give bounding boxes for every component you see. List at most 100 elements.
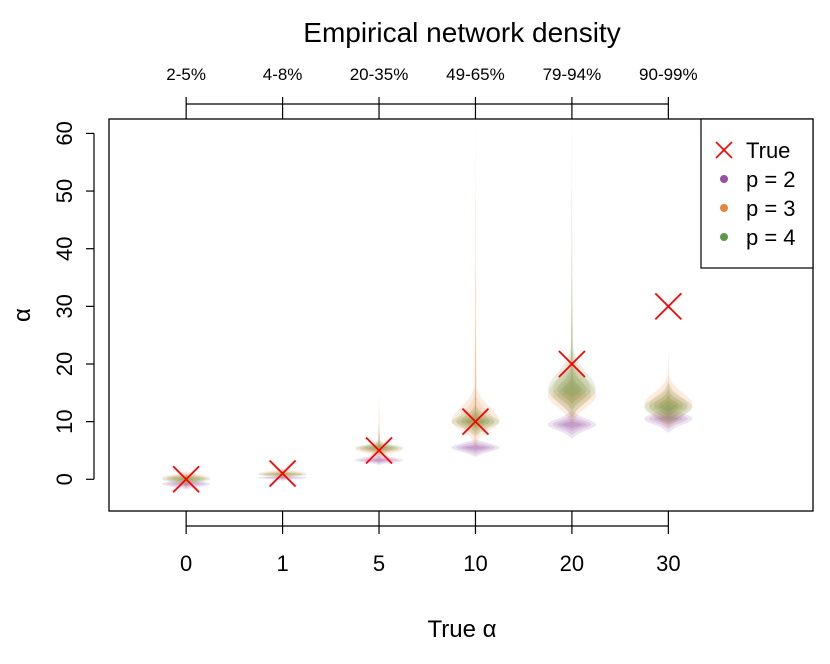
density-label: 90-99% — [639, 65, 698, 84]
violin-shape — [465, 444, 486, 451]
series-p4 — [162, 121, 693, 487]
violin-layer — [162, 121, 693, 490]
legend-true-marker — [715, 141, 733, 159]
violin-shape — [557, 336, 587, 411]
violin-shape — [263, 475, 302, 481]
violin-shape — [547, 121, 596, 419]
violin-shape — [649, 387, 688, 421]
violin-shape — [644, 404, 693, 434]
violin-shape — [649, 407, 688, 430]
violin-shape — [359, 409, 399, 457]
top-density-axis: 2-5% 4-8% 20-35% 49-65% 79-94% 90-99% — [166, 65, 698, 119]
y-tick-label: 60 — [52, 121, 77, 145]
x-tick-label: 5 — [373, 551, 385, 576]
y-axis-label: α — [9, 308, 36, 322]
violin-shape — [364, 456, 394, 463]
violin-shape — [451, 438, 500, 458]
violin-shape — [658, 414, 678, 424]
x-tick-label: 20 — [560, 551, 584, 576]
series-p3 — [162, 121, 693, 488]
density-label: 49-65% — [446, 65, 505, 84]
density-label: 79-94% — [543, 65, 602, 84]
violin-shape — [465, 411, 486, 426]
true-marker — [461, 408, 490, 436]
y-tick-label: 0 — [52, 473, 77, 485]
violin-shape — [456, 395, 495, 433]
y-tick-label: 30 — [52, 294, 77, 318]
violin-shape — [653, 378, 683, 416]
legend-label-true: True — [746, 138, 790, 163]
violin-shape — [369, 441, 389, 450]
violin-shape — [644, 381, 693, 425]
density-label: 2-5% — [166, 65, 206, 84]
violin-shape — [466, 331, 485, 430]
violin-shape — [461, 404, 490, 429]
violin-shape — [278, 476, 287, 479]
violin-shape — [644, 352, 693, 428]
legend-swatch-p2 — [720, 175, 728, 183]
legend-box — [700, 118, 814, 269]
violin-shape — [547, 410, 596, 439]
y-axis: 0 10 20 30 40 50 60 — [52, 121, 95, 485]
violin-shape — [359, 432, 399, 454]
violin-shape — [461, 443, 490, 453]
violin-shape — [562, 309, 582, 399]
true-marker — [654, 292, 682, 320]
violin-shape — [461, 271, 490, 435]
violin-shape — [562, 360, 582, 405]
violin-shape — [653, 411, 683, 426]
x-tick-label: 1 — [276, 551, 288, 576]
violin-shape — [451, 121, 500, 448]
x-axis-label: True α — [428, 616, 497, 643]
true-marker — [172, 465, 200, 493]
violin-shape — [562, 420, 582, 429]
series-p2 — [162, 404, 693, 490]
violin-shape — [371, 458, 387, 462]
violin-shape — [178, 482, 194, 486]
violin-shape — [355, 427, 404, 456]
y-tick-label: 10 — [52, 409, 77, 433]
violin-shape — [166, 479, 206, 489]
violin-shape — [649, 365, 688, 422]
violin-shape — [364, 422, 394, 455]
violin-shape — [552, 413, 592, 436]
legend-swatch-p3 — [720, 204, 728, 212]
violin-group — [162, 121, 693, 490]
plot-frame — [108, 118, 814, 512]
violin-shape — [272, 476, 293, 480]
x-tick-label: 30 — [656, 551, 680, 576]
violin-shape — [456, 196, 495, 442]
violin-shape — [547, 277, 596, 425]
true-marker-layer — [172, 292, 682, 493]
violin-shape — [557, 417, 587, 432]
legend: True p = 2 p = 3 p = 4 — [700, 118, 814, 269]
violin-shape — [552, 307, 592, 418]
legend-label-p4: p = 4 — [746, 225, 796, 250]
legend-label-p2: p = 2 — [746, 167, 796, 192]
y-tick-label: 50 — [52, 179, 77, 203]
violin-shape — [369, 433, 389, 453]
violin-shape — [552, 188, 592, 412]
legend-swatch-p4 — [720, 233, 728, 241]
density-label: 4-8% — [263, 65, 303, 84]
violin-shape — [456, 441, 495, 455]
violin-shape — [364, 437, 394, 452]
violin-shape — [355, 395, 403, 460]
violin-shape — [162, 478, 211, 490]
true-marker — [268, 459, 297, 488]
true-marker — [365, 436, 393, 465]
violin-shape — [658, 388, 678, 412]
violin-shape — [258, 474, 307, 482]
true-marker — [558, 350, 586, 378]
violin-shape — [171, 481, 201, 487]
violin-shape — [557, 255, 587, 405]
x-tick-label: 0 — [180, 551, 192, 576]
violin-shape — [451, 387, 500, 437]
x-axis: 0 1 5 10 20 30 — [180, 511, 681, 576]
violin-shape — [653, 394, 683, 416]
y-tick-label: 40 — [52, 236, 77, 260]
legend-label-p3: p = 3 — [746, 196, 796, 221]
chart-title: Empirical network density — [303, 17, 620, 48]
density-label: 20-35% — [350, 65, 409, 84]
